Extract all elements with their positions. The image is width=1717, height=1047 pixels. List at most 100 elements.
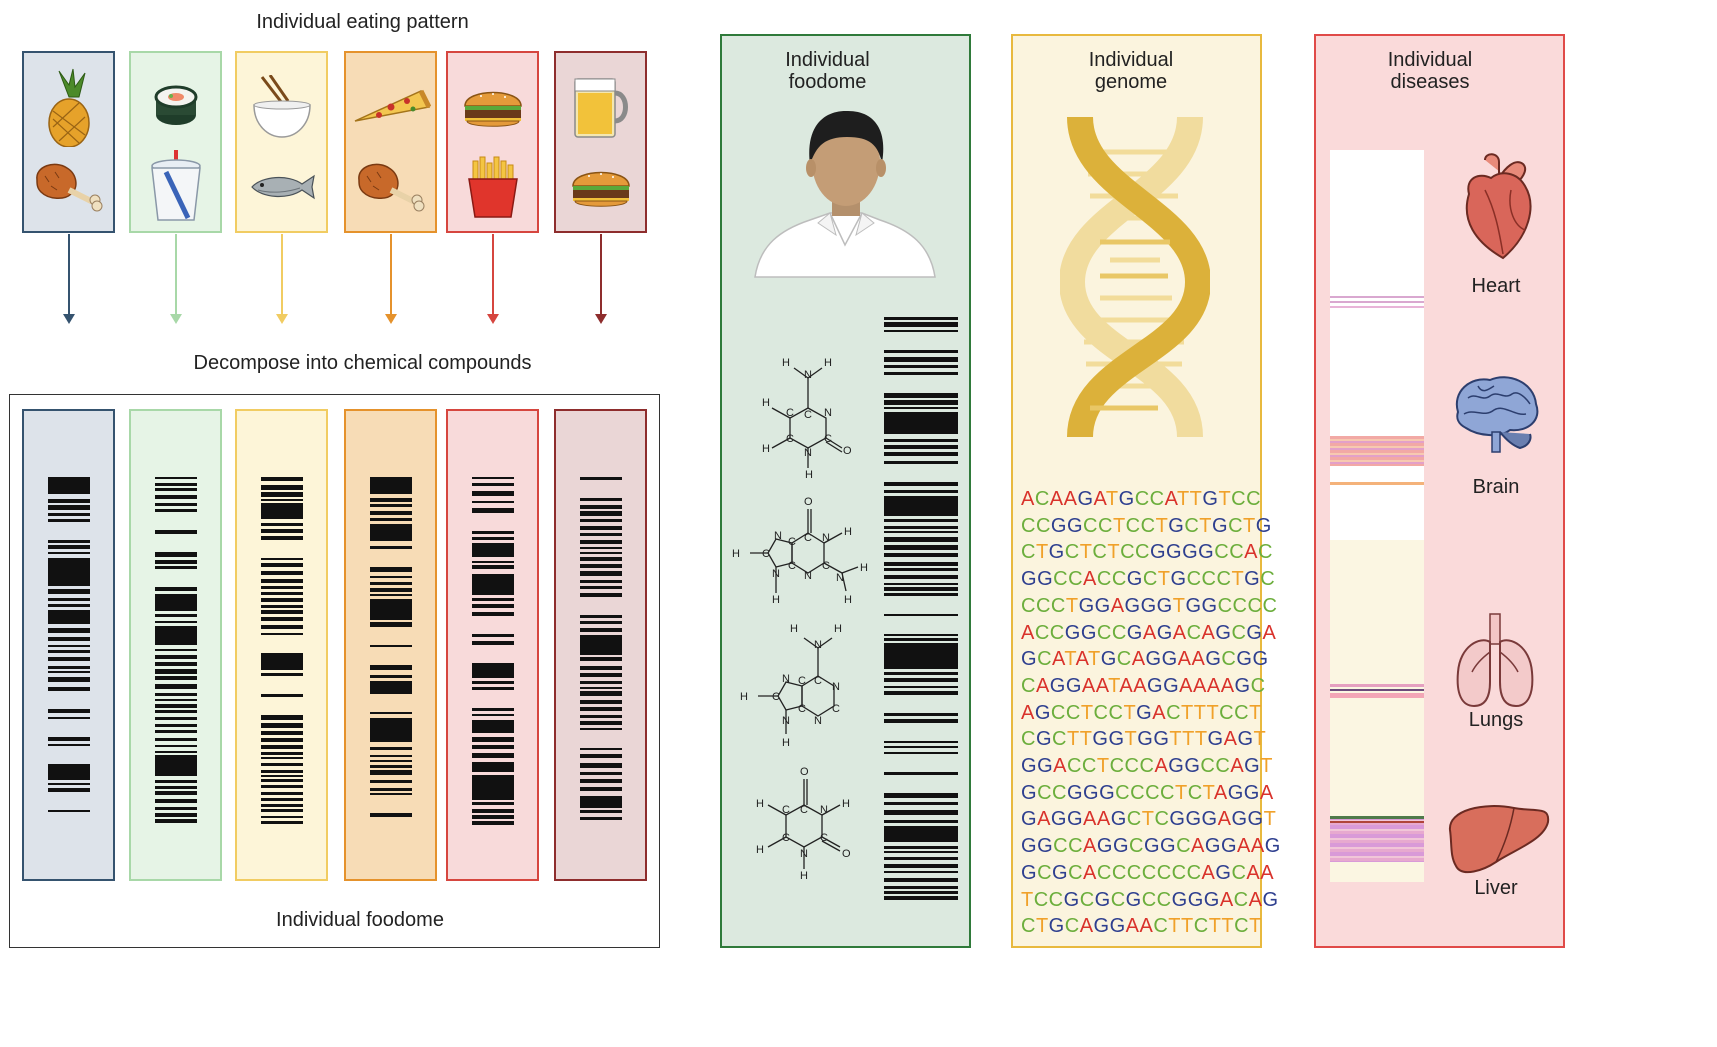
barcode-bar [370, 599, 412, 620]
barcode-bar [884, 452, 958, 456]
dna-base: G [1247, 808, 1264, 831]
dna-base: G [1066, 514, 1084, 537]
dna-base: T [1079, 728, 1093, 751]
barcode-bar [472, 612, 514, 616]
dna-base: A [1217, 808, 1232, 831]
dna-base: T [1080, 701, 1094, 724]
barcode-bar [580, 700, 622, 704]
dna-base: G [1231, 808, 1248, 831]
barcode-bar [48, 657, 90, 661]
dna-base: T [1253, 728, 1267, 751]
svg-text:H: H [782, 357, 790, 369]
liver-band [1330, 821, 1424, 823]
barcode-bar [472, 775, 514, 800]
barcode-bar [580, 721, 622, 725]
barcode-bar [155, 751, 197, 753]
dna-base: G [1126, 568, 1143, 591]
dna-base: C [1092, 541, 1108, 564]
foodome-title: Individual foodome [720, 49, 935, 93]
dna-base: C [1231, 621, 1247, 644]
dna-base: C [1140, 514, 1156, 537]
dna-base: C [1021, 915, 1036, 938]
dna-base: C [1215, 755, 1231, 777]
barcode-bar [155, 738, 197, 741]
dna-base: C [1120, 541, 1136, 564]
foodome-column [446, 409, 539, 881]
organ-label-brain: Brain [1472, 476, 1520, 498]
barcode-bar [580, 615, 622, 618]
dna-base: T [1169, 728, 1183, 751]
pizza-slice-icon [346, 67, 435, 147]
dna-base: A [1152, 701, 1167, 724]
dna-base: G [1093, 915, 1110, 938]
dna-base: C [1221, 648, 1237, 671]
barcode-bar [261, 586, 303, 589]
barcode-bar [884, 587, 958, 591]
dna-base: C [1064, 541, 1080, 564]
dna-base: C [1217, 594, 1233, 617]
svg-text:C: C [788, 536, 796, 548]
dna-base: G [1185, 808, 1202, 831]
dna-base: C [1021, 514, 1036, 537]
dna-base: C [1184, 514, 1200, 537]
genome-title-line1: Individual [1088, 49, 1174, 71]
barcode-bar [155, 780, 197, 783]
barcode-bar [472, 663, 514, 678]
barcode-bar [155, 724, 197, 727]
dna-base: C [1064, 915, 1080, 938]
dna-base: G [1092, 728, 1109, 751]
barcode-bar [370, 665, 412, 670]
dna-base: T [1249, 701, 1262, 724]
dna-base: C [1246, 488, 1262, 510]
dna-base: C [1231, 488, 1247, 510]
dna-base: C [1126, 808, 1142, 831]
dna-base: C [1111, 568, 1127, 591]
barcode-bar [48, 810, 90, 812]
dna-base: G [1163, 674, 1180, 697]
dna-base: A [1154, 755, 1169, 777]
barcode-bar [370, 813, 412, 817]
barcode-bar [48, 552, 90, 554]
heart-band [1330, 306, 1424, 308]
food-box [129, 51, 222, 233]
barcode-bar [884, 490, 958, 493]
barcode-bar [48, 645, 90, 647]
barcode-bar [580, 681, 622, 684]
barcode-bar [261, 792, 303, 795]
barcode-bar [261, 617, 303, 621]
barcode-bar [370, 712, 412, 714]
svg-text:N: N [824, 407, 832, 419]
dna-base: T [1182, 728, 1195, 751]
dna-sequence-line: CCCTGGAGGGTGGCCCC [1021, 595, 1277, 618]
barcode-bar [261, 752, 303, 755]
dna-base: G [1037, 755, 1054, 777]
dna-base: C [1021, 541, 1036, 564]
dna-base: G [1202, 488, 1219, 510]
barcode-bar [155, 730, 197, 733]
barcode-bar [580, 571, 622, 576]
svg-text:H: H [756, 844, 764, 856]
down-arrow-icon [486, 234, 499, 324]
dna-base: G [1049, 674, 1066, 697]
barcode-bar [580, 628, 622, 632]
lungs-band [1330, 693, 1424, 698]
barcode-bar [472, 809, 514, 813]
dna-base: A [1075, 648, 1088, 671]
dna-base: T [1206, 701, 1220, 724]
foodome-column [129, 409, 222, 881]
dna-base: C [1145, 781, 1161, 804]
dna-base: C [1234, 915, 1250, 938]
dna-base: C [1021, 674, 1036, 697]
dna-base: C [1139, 755, 1155, 777]
barcode-bar [155, 813, 197, 817]
liver-icon [1448, 805, 1550, 874]
dna-base: T [1181, 915, 1194, 938]
dna-base: C [1176, 835, 1192, 858]
barcode-bar [472, 508, 514, 513]
svg-text:C: C [786, 407, 794, 419]
barcode-bar [884, 400, 958, 405]
svg-text:C: C [832, 703, 840, 715]
barcode-bar [580, 477, 622, 480]
dna-base: G [1140, 594, 1157, 617]
